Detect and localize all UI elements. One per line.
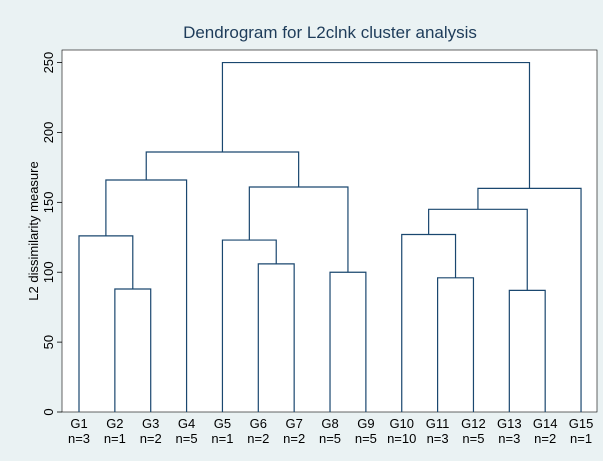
leaf-label: G9 [357,416,374,431]
link [508,289,546,412]
leaf-count: n=3 [68,431,90,446]
leaf-count: n=2 [247,431,269,446]
leaf-count: n=2 [283,431,305,446]
leaf-label: G12 [461,416,486,431]
link [221,239,277,412]
leaf-label: G6 [250,416,267,431]
leaf-count: n=1 [104,431,126,446]
leaf-count: n=5 [176,431,198,446]
link [114,288,152,412]
link [78,235,134,412]
leaf-count: n=3 [498,431,520,446]
leaf-count: n=10 [387,431,416,446]
y-tick-label: 150 [41,191,56,213]
link [257,263,295,412]
y-tick-label: 50 [41,335,56,349]
link [428,208,528,291]
y-tick-label: 250 [41,52,56,74]
link [477,187,582,412]
y-tick-label: 200 [41,122,56,144]
leaf-label: G4 [178,416,195,431]
link [221,61,531,189]
link [145,151,300,187]
leaf-label: G5 [214,416,231,431]
leaf-count: n=5 [462,431,484,446]
leaf-label: G13 [497,416,522,431]
leaf-count: n=2 [534,431,556,446]
leaf-label: G14 [533,416,558,431]
link [105,179,188,412]
leaf-count: n=5 [355,431,377,446]
leaf-count: n=1 [570,431,592,446]
leaf-count: n=5 [319,431,341,446]
leaf-label: G2 [106,416,123,431]
leaf-count: n=1 [211,431,233,446]
link [329,271,367,412]
leaf-label: G1 [70,416,87,431]
y-axis-label: L2 dissimilarity measure [26,161,41,300]
chart-title: Dendrogram for L2clnk cluster analysis [183,23,477,42]
leaf-label: G10 [389,416,414,431]
y-tick-label: 100 [41,261,56,283]
leaf-label: G3 [142,416,159,431]
leaf-label: G7 [285,416,302,431]
leaf-label: G8 [321,416,338,431]
leaf-count: n=3 [427,431,449,446]
link [248,186,349,273]
leaf-label: G11 [426,416,450,431]
y-tick-label: 0 [41,408,56,415]
leaf-label: G15 [569,416,594,431]
leaf-count: n=2 [140,431,162,446]
